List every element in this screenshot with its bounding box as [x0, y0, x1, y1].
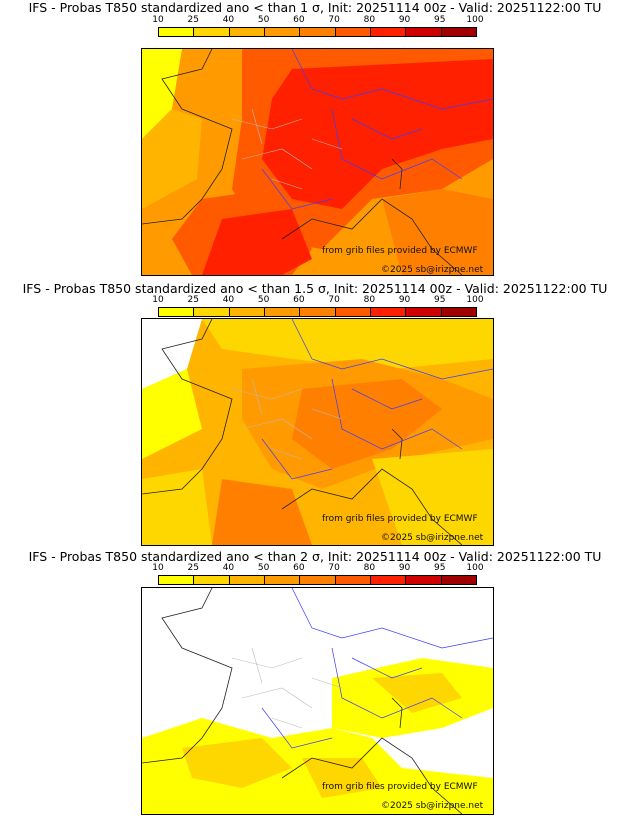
coastline: [142, 49, 463, 275]
colorbar-tick-label: 70: [328, 563, 340, 573]
colorbar-segment: [300, 28, 336, 36]
colorbar-tick-label: 10: [152, 563, 164, 573]
colorbar-tick-label: 60: [293, 295, 305, 305]
colorbar-tick-label: 25: [187, 295, 199, 305]
colorbar-segment: [159, 576, 195, 584]
colorbar: [158, 575, 477, 585]
colorbar-tick-label: 100: [466, 563, 484, 573]
colorbar-segment: [229, 576, 265, 584]
colorbar-segment: [370, 576, 407, 584]
colorbar-segment: [264, 308, 301, 316]
colorbar-segment: [194, 308, 230, 316]
panel-title: IFS - Probas T850 standardized ano < tha…: [28, 549, 602, 564]
colorbar-segment: [264, 576, 301, 584]
colorbar-segment: [441, 28, 476, 36]
country-border: [261, 319, 493, 480]
colorbar-tick-label: 40: [222, 15, 235, 25]
probability-map: [141, 48, 494, 276]
colorbar: [158, 27, 477, 37]
colorbar-tick-label: 60: [293, 15, 305, 25]
credit-copyright: ©2025 sb@irizpne.net: [381, 265, 484, 275]
colorbar-tick-label: 70: [328, 15, 340, 25]
colorbar-tick-label: 40: [222, 295, 235, 305]
colorbar-tick-label: 100: [466, 295, 484, 305]
colorbar-segment: [300, 308, 336, 316]
colorbar-segment: [406, 576, 442, 584]
coastline: [142, 588, 463, 814]
region-boundary: [231, 378, 343, 460]
colorbar-tick-label: 50: [257, 563, 270, 573]
map-canvas: [142, 588, 493, 814]
country-border: [261, 49, 493, 210]
panel-title: IFS - Probas T850 standardized ano < tha…: [28, 0, 602, 15]
colorbar-tick-label: 95: [434, 15, 446, 25]
colorbar-tick-label: 50: [257, 15, 270, 25]
colorbar-segment: [441, 576, 476, 584]
map-panel-1: IFS - Probas T850 standardized ano < tha…: [0, 0, 630, 276]
colorbar-segment: [194, 576, 230, 584]
colorbar-segment: [159, 28, 195, 36]
colorbar-tick-label: 90: [398, 15, 411, 25]
colorbar-segment: [406, 28, 442, 36]
colorbar-tick-label: 80: [363, 15, 376, 25]
colorbar-tick-label: 25: [187, 563, 199, 573]
panel-title: IFS - Probas T850 standardized ano < tha…: [22, 281, 608, 296]
colorbar-segment: [229, 308, 265, 316]
credit-source: from grib files provided by ECMWF: [322, 246, 478, 256]
map-canvas: [142, 49, 493, 275]
colorbar-tick-label: 70: [328, 295, 340, 305]
colorbar-tick-label: 10: [152, 295, 164, 305]
region-boundary: [231, 108, 343, 190]
probability-map: [141, 318, 494, 546]
colorbar-segment: [229, 28, 265, 36]
region-boundary: [231, 647, 343, 729]
colorbar-tick-label: 25: [187, 15, 199, 25]
credit-copyright: ©2025 sb@irizpne.net: [381, 533, 484, 543]
colorbar-tick-label: 100: [466, 15, 484, 25]
colorbar-tick-label: 10: [152, 15, 164, 25]
probability-map: [141, 587, 494, 815]
map-panel-2: IFS - Probas T850 standardized ano < tha…: [0, 276, 630, 546]
credit-source: from grib files provided by ECMWF: [322, 514, 478, 524]
colorbar-tick-label: 50: [257, 295, 270, 305]
colorbar-tick-label: 90: [398, 563, 411, 573]
colorbar-tick-label: 60: [293, 563, 305, 573]
country-border: [261, 588, 493, 749]
colorbar-segment: [300, 576, 336, 584]
colorbar-segment: [264, 28, 301, 36]
map-panel-3: IFS - Probas T850 standardized ano < tha…: [0, 546, 630, 828]
colorbar-tick-label: 95: [434, 295, 446, 305]
coastline: [142, 319, 463, 545]
colorbar-segment: [370, 308, 407, 316]
colorbar: [158, 307, 477, 317]
map-canvas: [142, 319, 493, 545]
colorbar-tick-label: 80: [363, 563, 376, 573]
colorbar-segment: [159, 308, 195, 316]
colorbar-segment: [335, 28, 371, 36]
colorbar-tick-label: 40: [222, 563, 235, 573]
colorbar-tick-label: 80: [363, 295, 376, 305]
colorbar-segment: [194, 28, 230, 36]
colorbar-ticks: 10 25 40 50 60 70 80 90 95 100: [152, 15, 483, 27]
colorbar-ticks: 10 25 40 50 60 70 80 90 95 100: [152, 563, 483, 575]
colorbar-tick-label: 95: [434, 563, 446, 573]
colorbar-tick-label: 90: [398, 295, 411, 305]
colorbar-segment: [335, 308, 371, 316]
colorbar-segment: [406, 308, 442, 316]
colorbar-segment: [335, 576, 371, 584]
colorbar-segment: [441, 308, 476, 316]
credit-source: from grib files provided by ECMWF: [322, 782, 478, 792]
colorbar-segment: [370, 28, 407, 36]
colorbar-ticks: 10 25 40 50 60 70 80 90 95 100: [152, 295, 483, 307]
credit-copyright: ©2025 sb@irizpne.net: [381, 801, 484, 811]
